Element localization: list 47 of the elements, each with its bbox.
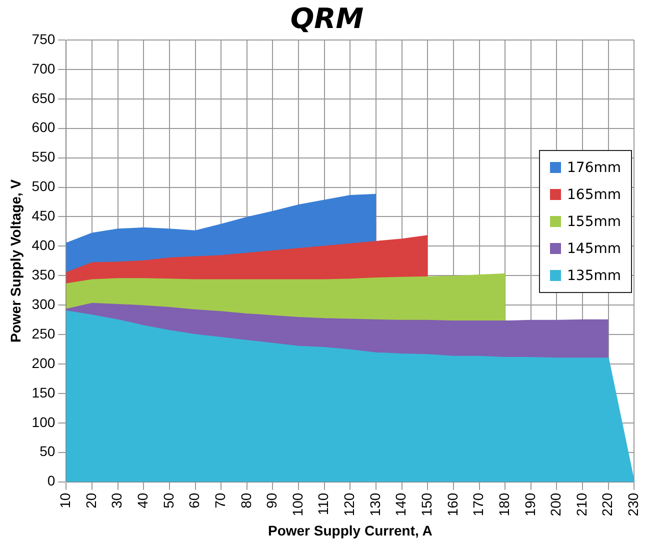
- x-tick-label: 120: [341, 492, 358, 516]
- y-tick-label: 300: [32, 296, 56, 312]
- legend-label: 176mm: [567, 160, 621, 176]
- y-axis-title: Power Supply Voltage, V: [7, 178, 24, 342]
- x-tick-label: 40: [134, 492, 150, 508]
- legend-label: 145mm: [567, 240, 621, 256]
- x-tick-label: 30: [108, 492, 125, 508]
- x-tick-label: 190: [522, 492, 538, 516]
- x-tick-label: 20: [82, 492, 99, 508]
- y-tick-label: 500: [32, 178, 56, 194]
- x-tick-label: 140: [392, 492, 409, 516]
- y-tick-label: 350: [32, 266, 56, 283]
- x-tick-label: 230: [625, 492, 642, 516]
- y-tick-label: 550: [32, 148, 56, 165]
- y-tick-label: 450: [32, 208, 56, 224]
- x-tick-label: 70: [212, 492, 228, 508]
- legend-label: 135mm: [567, 268, 621, 284]
- x-tick-label: 10: [57, 492, 74, 508]
- y-tick-label: 250: [32, 325, 56, 342]
- x-tick-label: 160: [444, 492, 460, 516]
- x-axis-title: Power Supply Current, A: [268, 522, 432, 538]
- legend-label: 155mm: [567, 214, 621, 230]
- x-tick-label: 170: [470, 492, 486, 516]
- x-tick-label: 90: [264, 492, 280, 508]
- y-tick-label: 750: [32, 30, 56, 47]
- x-tick-label: 100: [289, 492, 306, 516]
- x-tick-label: 130: [366, 492, 383, 516]
- y-tick-label: 400: [32, 237, 56, 254]
- x-tick-label: 80: [238, 492, 254, 508]
- y-tick-label: 0: [47, 472, 56, 489]
- x-tick-label: 110: [315, 492, 332, 516]
- x-tick-label: 210: [573, 492, 590, 516]
- y-tick-label: 100: [32, 414, 56, 430]
- x-tick-label: 180: [496, 492, 512, 516]
- y-tick-label: 150: [32, 384, 56, 400]
- x-tick-label: 60: [186, 492, 202, 508]
- y-tick-label: 200: [32, 354, 56, 371]
- legend-label: 165mm: [567, 186, 621, 202]
- x-tick-label: 50: [160, 492, 176, 508]
- y-tick-label: 700: [32, 60, 56, 76]
- y-tick-label: 650: [32, 90, 56, 106]
- y-tick-label: 50: [40, 443, 56, 460]
- x-tick-label: 150: [418, 492, 434, 516]
- chart-title: QRM: [290, 2, 364, 35]
- x-tick-label: 220: [599, 492, 616, 516]
- x-tick-label: 200: [548, 492, 564, 516]
- y-tick-label: 600: [32, 119, 56, 136]
